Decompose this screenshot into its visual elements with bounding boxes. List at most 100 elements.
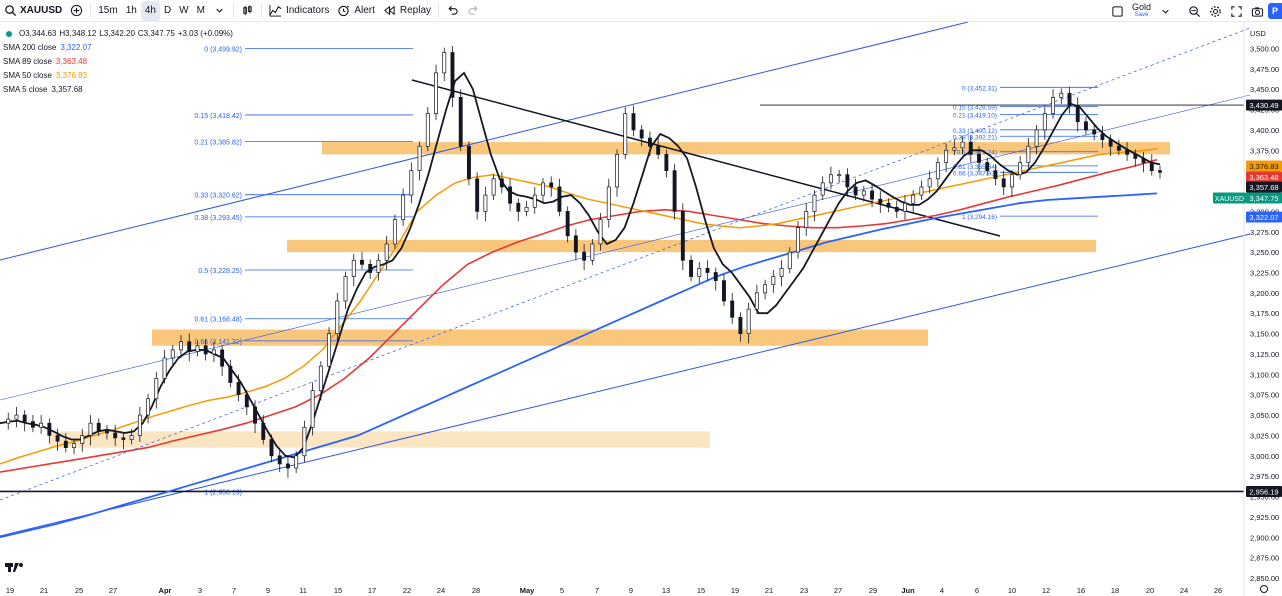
top-toolbar: XAUUSD 15m 1h 4h D W M Indicators Alert Repla… bbox=[0, 0, 1282, 22]
timeframe-1h[interactable]: 1h bbox=[125, 5, 137, 16]
compare-button[interactable] bbox=[66, 1, 87, 21]
channel-dashed-line[interactable] bbox=[0, 27, 1251, 501]
sma-89-line[interactable] bbox=[0, 158, 1158, 473]
candle-body bbox=[442, 52, 447, 74]
close-value: C3,347.75 bbox=[137, 29, 175, 38]
candle-body bbox=[763, 284, 768, 294]
symbol-search[interactable]: XAUUSD bbox=[0, 1, 66, 21]
logo-part bbox=[8, 563, 11, 572]
indicator-row[interactable]: SMA 50 close 3,376.83 bbox=[0, 69, 233, 83]
price-tick: 3,200.00 bbox=[1250, 289, 1279, 298]
candle-body bbox=[541, 182, 545, 196]
sma-50-line[interactable] bbox=[0, 148, 1158, 465]
candle-body bbox=[1051, 96, 1055, 114]
candle-body bbox=[1034, 129, 1039, 147]
replay-button[interactable]: Replay bbox=[379, 1, 435, 21]
candle-body bbox=[261, 422, 266, 440]
layout-name-button[interactable]: Gold Save bbox=[1128, 3, 1155, 19]
publish-button[interactable]: P bbox=[1268, 3, 1282, 19]
candle-body bbox=[804, 211, 809, 229]
fullscreen-button[interactable] bbox=[1226, 1, 1247, 21]
time-tick: 7 bbox=[595, 586, 599, 595]
support-price-label-bg bbox=[1246, 485, 1282, 497]
indicator-row[interactable]: SMA 200 close 3,322.07 bbox=[0, 41, 233, 55]
candle-body bbox=[417, 145, 422, 171]
candle-body bbox=[88, 422, 93, 436]
price-zone[interactable] bbox=[322, 142, 1170, 155]
price-zone[interactable] bbox=[152, 329, 928, 346]
tradingview-logo[interactable] bbox=[5, 563, 23, 572]
gear-icon bbox=[1260, 585, 1268, 593]
price-chart[interactable]: 0 (3,499.92) 0.15 (3,418.42) 0.21 (3,385.8… bbox=[0, 22, 1282, 596]
candle-body bbox=[952, 147, 957, 151]
candle-body bbox=[993, 170, 998, 180]
candle-body bbox=[1042, 113, 1047, 131]
timeframe-M[interactable]: M bbox=[196, 5, 205, 16]
alert-button[interactable]: Alert bbox=[333, 1, 379, 21]
candle-body bbox=[409, 170, 414, 196]
indicator-label: SMA 50 close bbox=[3, 71, 52, 80]
alarm-clock-icon bbox=[338, 5, 350, 17]
candle-body bbox=[14, 414, 19, 420]
toolbar-divider bbox=[90, 3, 92, 18]
candle-body bbox=[1084, 121, 1088, 131]
time-tick: 24 bbox=[1180, 586, 1188, 595]
axis-settings-icon[interactable] bbox=[1260, 585, 1268, 593]
timeframe-4h[interactable]: 4h bbox=[140, 0, 160, 21]
sma-5-line[interactable] bbox=[0, 71, 1161, 459]
indicators-label: Indicators bbox=[285, 5, 330, 16]
last-price-label: 3,347.75 bbox=[1249, 194, 1278, 203]
settings-button[interactable] bbox=[1205, 1, 1226, 21]
toolbar-right-group: Gold Save P bbox=[1107, 0, 1282, 22]
replay-icon bbox=[383, 5, 395, 16]
indicator-value: 3,357.68 bbox=[51, 85, 83, 94]
candle-body bbox=[360, 259, 364, 265]
candle-body bbox=[384, 243, 389, 261]
indicators-button[interactable]: Indicators bbox=[265, 1, 333, 21]
candle-body bbox=[1026, 145, 1031, 163]
candle-body bbox=[310, 390, 315, 428]
candle-body bbox=[253, 406, 257, 424]
time-tick: 6 bbox=[975, 586, 979, 595]
timeframe-menu-button[interactable] bbox=[209, 1, 230, 21]
sma-200-line[interactable] bbox=[0, 192, 1158, 539]
logo-part bbox=[19, 563, 23, 567]
channel-lower-line[interactable] bbox=[0, 233, 1251, 537]
fib-level-label: 0.15 (3,428.59) bbox=[953, 105, 997, 112]
candle-body bbox=[894, 206, 899, 212]
candle-body bbox=[113, 432, 118, 439]
indicator-row[interactable]: SMA 5 close 3,357.68 bbox=[0, 83, 233, 97]
candle-body bbox=[787, 251, 792, 269]
candle-body bbox=[343, 276, 348, 302]
timeframe-W[interactable]: W bbox=[179, 5, 189, 16]
price-tick: 3,175.00 bbox=[1250, 309, 1279, 318]
time-axis[interactable]: 19 21 25 27 Apr 3 7 9 11 15 17 22 24 28 May 5 7 9 13 15 19 21… bbox=[6, 585, 1268, 596]
layout-toggle[interactable] bbox=[1107, 1, 1128, 21]
candle-body bbox=[392, 219, 397, 245]
downtrend-line[interactable] bbox=[411, 79, 1001, 237]
chart-type-button[interactable] bbox=[237, 1, 258, 21]
candle-body bbox=[524, 206, 529, 212]
channel-mid-line[interactable] bbox=[0, 94, 1251, 401]
channel-upper-line[interactable] bbox=[0, 22, 969, 261]
undo-button[interactable] bbox=[442, 1, 463, 21]
candle-body bbox=[722, 280, 726, 302]
fib-level-label: 0 (3,452.31) bbox=[962, 85, 997, 92]
timeframe-D[interactable]: D bbox=[163, 5, 172, 16]
time-tick: 26 bbox=[1214, 586, 1222, 595]
candle-body bbox=[944, 149, 949, 163]
timeframe-15m[interactable]: 15m bbox=[98, 5, 118, 16]
quick-search-button[interactable] bbox=[1184, 1, 1205, 21]
price-zone[interactable] bbox=[287, 239, 1096, 253]
indicator-row[interactable]: SMA 89 close 3,363.48 bbox=[0, 55, 233, 69]
layout-menu-button[interactable] bbox=[1155, 1, 1176, 21]
snapshot-button[interactable] bbox=[1247, 1, 1268, 21]
redo-button[interactable] bbox=[463, 1, 484, 21]
candle-body bbox=[96, 422, 101, 432]
candle-body bbox=[516, 202, 521, 212]
price-zone[interactable] bbox=[50, 431, 710, 448]
replay-label: Replay bbox=[399, 5, 432, 16]
symbol-tag-bg bbox=[1213, 192, 1246, 204]
candle-body bbox=[1092, 129, 1097, 135]
candle-body bbox=[779, 268, 784, 277]
